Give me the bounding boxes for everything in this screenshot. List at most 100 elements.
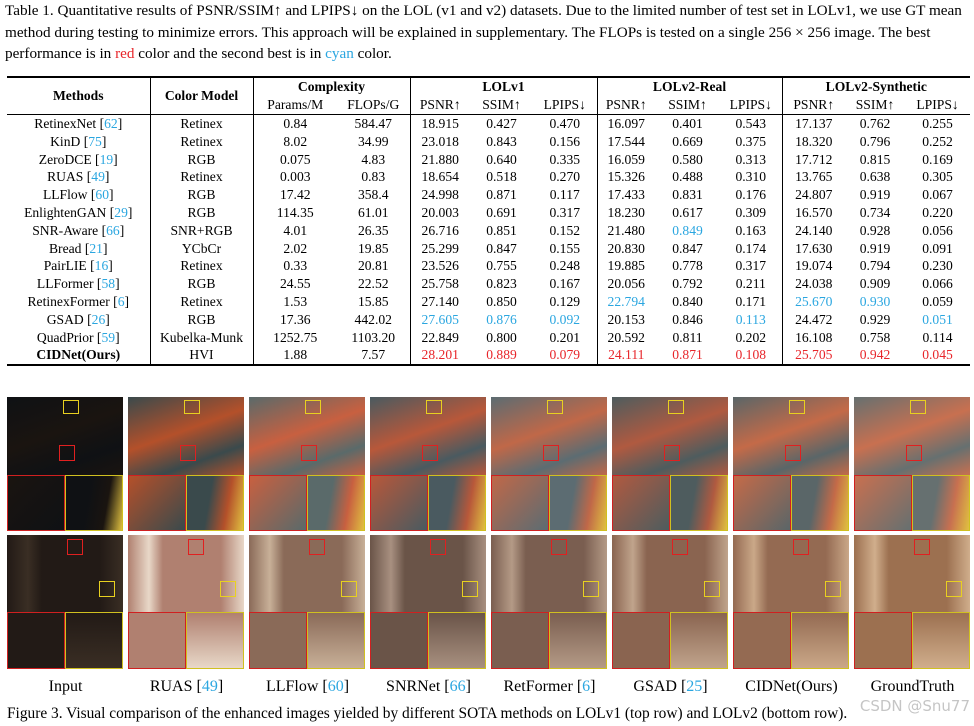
- value-cell: 0.889: [470, 345, 533, 366]
- value-cell: 0.248: [549, 258, 581, 274]
- red-box: [664, 445, 680, 461]
- yellow-box: [184, 400, 200, 414]
- value-cell: 0.202: [735, 329, 767, 345]
- image-panel: [612, 535, 728, 612]
- metric-header: PSNR↑: [781, 95, 846, 115]
- value-cell: 25.705: [781, 345, 846, 366]
- red-box: [59, 445, 75, 461]
- method-cell: LLFormer [58]: [7, 275, 150, 293]
- value-cell: 25.670: [781, 292, 846, 311]
- label-text: RetFormer [: [503, 678, 583, 695]
- image-panel: [612, 475, 670, 531]
- color-model-cell: RGB: [149, 310, 253, 329]
- label-text: 49: [201, 678, 218, 695]
- method-text: 16: [94, 258, 109, 274]
- value-cell: 114.35: [252, 203, 337, 222]
- method-text: 75: [88, 133, 102, 149]
- value-cell: 0.871: [486, 187, 517, 203]
- image-panel: [7, 397, 123, 475]
- value-cell: 0.211: [735, 276, 766, 292]
- image-panel: [307, 612, 365, 669]
- red-box: [914, 539, 930, 555]
- image-panel: [370, 475, 428, 531]
- value-cell: 18.230: [596, 203, 655, 222]
- image-panel: [249, 397, 365, 475]
- value-cell: 25.758: [409, 274, 470, 293]
- value-cell: 0.156: [549, 133, 581, 149]
- value-cell: 0.129: [549, 293, 581, 309]
- image-panel: [491, 612, 549, 669]
- value-cell: 26.35: [357, 222, 389, 238]
- value-cell: 1103.20: [351, 329, 396, 345]
- value-cell: 20.056: [596, 274, 655, 293]
- color-model-cell: SNR+RGB: [149, 221, 253, 240]
- method-cell: EnlightenGAN [29]: [7, 204, 150, 222]
- column-header: Methods: [7, 75, 150, 115]
- value-cell: 0.113: [735, 311, 766, 327]
- value-cell: 0.056: [922, 222, 953, 238]
- color-model-cell: YCbCr: [149, 239, 253, 257]
- value-cell: 0.734: [859, 204, 891, 220]
- value-cell: 0.220: [922, 204, 953, 220]
- value-cell: 0.831: [672, 187, 703, 203]
- method-text: LLFormer [: [36, 276, 102, 292]
- image-label: CIDNet(Ours): [731, 678, 852, 696]
- value-cell: 0.849: [672, 222, 703, 238]
- table-row: Bread [21] YCbCr 2.02 19.85 25.299 0.847 0.155…: [7, 239, 970, 257]
- method-text: KinD [: [50, 133, 89, 149]
- value-cell: 0.850: [486, 293, 517, 309]
- method-text: QuadPrior [: [36, 329, 102, 345]
- value-cell: 0.171: [735, 293, 767, 309]
- image-panel: [854, 535, 970, 612]
- image-panel: [7, 535, 123, 612]
- value-cell: 13.765: [781, 167, 846, 186]
- metric-header: Params/M: [252, 95, 337, 115]
- yellow-box: [946, 581, 962, 597]
- value-cell: 0.201: [549, 329, 581, 345]
- table-row: LLFlow [60] RGB 17.42 358.4 24.998 0.871 0.117…: [7, 185, 970, 204]
- label-text: SNRNet [: [386, 678, 450, 695]
- value-cell: 0.488: [672, 169, 703, 185]
- value-cell: 442.02: [354, 311, 392, 327]
- yellow-box: [63, 400, 79, 414]
- image-panel: [65, 475, 123, 531]
- metric-header: LPIPS↓: [905, 95, 971, 115]
- image-panel: [128, 535, 244, 612]
- value-cell: 0.758: [859, 329, 891, 345]
- method-text: ]: [104, 169, 110, 185]
- metric-header: LPIPS↓: [720, 95, 783, 115]
- label-text: ]: [217, 678, 224, 695]
- image-panel: [491, 475, 549, 531]
- image-panel: [491, 535, 607, 612]
- value-cell: 0.270: [549, 169, 581, 185]
- value-cell: 0.117: [549, 187, 580, 203]
- value-cell: 0.929: [859, 311, 891, 327]
- value-cell: 17.544: [596, 132, 655, 151]
- image-panel: [733, 535, 849, 612]
- red-box: [672, 539, 688, 555]
- method-cell: RUAS [49]: [7, 168, 150, 186]
- value-cell: 0.375: [735, 133, 767, 149]
- method-text: LLFlow [: [42, 187, 96, 203]
- value-cell: 21.480: [596, 221, 655, 240]
- value-cell: 4.01: [252, 221, 337, 240]
- value-cell: 24.038: [781, 274, 846, 293]
- table-row: RUAS [49] Retinex 0.003 0.83 18.654 0.518 0.27…: [7, 167, 970, 186]
- table-row: QuadPrior [59] Kubelka-Munk 1252.75 1103.20…: [7, 328, 970, 346]
- group-header: Complexity: [252, 76, 410, 96]
- table-row: LLFormer [58] RGB 24.55 22.52 25.758 0.823 0.1…: [7, 274, 970, 293]
- value-cell: 0.617: [672, 204, 703, 220]
- value-cell: 17.137: [781, 114, 846, 133]
- image-panel: [428, 475, 486, 531]
- image-panel: [249, 535, 365, 612]
- value-cell: 0.811: [672, 329, 703, 345]
- value-cell: 25.299: [409, 239, 470, 257]
- method-text: RetinexFormer [: [27, 293, 118, 309]
- value-cell: 0.778: [672, 258, 703, 274]
- value-cell: 0.230: [922, 258, 953, 274]
- value-cell: 19.885: [596, 256, 655, 275]
- table-row: PairLIE [16] Retinex 0.33 20.81 23.526 0.755 0…: [7, 256, 970, 275]
- value-cell: 18.915: [409, 114, 470, 133]
- value-cell: 0.919: [859, 187, 891, 203]
- label-text: LLFlow [: [265, 678, 328, 695]
